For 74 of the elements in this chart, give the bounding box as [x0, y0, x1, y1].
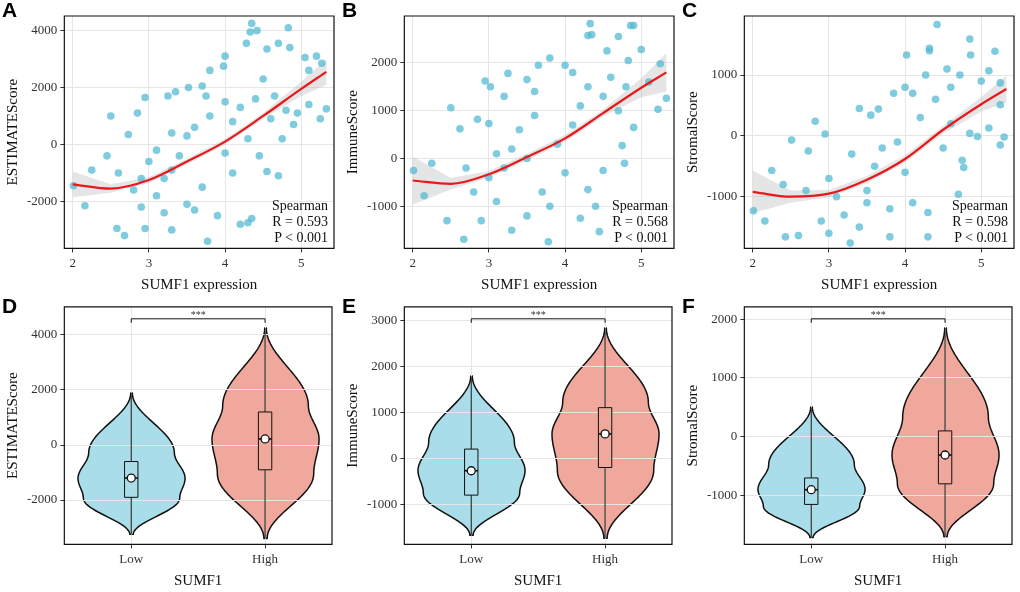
- x-tick-label: 5: [297, 254, 305, 270]
- y-tick-label: 2000: [31, 78, 58, 94]
- chart-title: E: [342, 294, 357, 318]
- y-axis-title: ESTIMATEScore: [3, 371, 20, 479]
- y-tick-label: 0: [390, 149, 398, 165]
- x-axis-title: SUMF1: [173, 571, 223, 588]
- annotation: Spearman: [952, 198, 1008, 214]
- y-tick-label: -2000: [26, 192, 58, 208]
- x-tick-label: Low: [459, 550, 484, 566]
- x-tick-label: 2: [409, 254, 416, 270]
- y-axis-title: StromalScore: [683, 384, 700, 467]
- x-axis-title: SUMF1 expression: [141, 275, 258, 292]
- x-tick-label: 2: [749, 254, 756, 270]
- annotation: P < 0.001: [954, 230, 1008, 246]
- x-axis-title: SUMF1: [513, 571, 563, 588]
- x-tick-label: 5: [637, 254, 645, 270]
- y-tick-label: 1000: [371, 403, 398, 419]
- y-tick-label: 0: [50, 135, 58, 151]
- x-tick-label: 4: [901, 254, 909, 270]
- chart-title: A: [2, 0, 18, 22]
- x-axis-title: SUMF1 expression: [821, 275, 938, 292]
- x-tick-label: High: [932, 550, 959, 566]
- y-tick-label: 1000: [711, 369, 738, 385]
- x-tick-label: Low: [119, 550, 144, 566]
- chart-title: D: [2, 294, 18, 318]
- y-tick-label: 2000: [371, 54, 398, 70]
- x-tick-label: 4: [221, 254, 229, 270]
- chart-title: B: [342, 0, 358, 22]
- chart-title: F: [682, 294, 695, 318]
- x-tick-label: 3: [485, 254, 493, 270]
- x-tick-label: 4: [561, 254, 569, 270]
- y-tick-label: 4000: [31, 21, 58, 37]
- x-tick-label: Low: [799, 550, 824, 566]
- y-axis-title: ImmuneScore: [343, 383, 360, 468]
- x-axis-title: SUMF1 expression: [481, 275, 598, 292]
- chart-title: C: [682, 0, 698, 22]
- annotation: ***: [190, 309, 206, 321]
- annotation: P < 0.001: [274, 230, 328, 246]
- y-tick-label: -2000: [26, 491, 58, 507]
- x-tick-label: 5: [977, 254, 985, 270]
- y-tick-label: 2000: [371, 357, 398, 373]
- y-axis-title: ImmuneScore: [343, 89, 360, 175]
- y-tick-label: 4000: [31, 326, 58, 342]
- line-series: [411, 71, 668, 185]
- annotation: R = 0.568: [612, 214, 668, 230]
- x-tick-label: 3: [145, 254, 153, 270]
- annotation: R = 0.598: [952, 214, 1008, 230]
- x-axis-title: SUMF1: [853, 571, 903, 588]
- y-axis-title: ESTIMATEScore: [3, 78, 20, 186]
- annotation: R = 0.593: [272, 214, 328, 230]
- y-tick-label: 0: [50, 436, 58, 452]
- y-tick-label: 0: [390, 449, 398, 465]
- x-tick-label: 2: [69, 254, 76, 270]
- annotation: ***: [870, 309, 886, 321]
- annotation: Spearman: [272, 198, 328, 214]
- x-tick-label: High: [592, 550, 619, 566]
- y-tick-label: -1000: [706, 487, 738, 503]
- y-tick-label: 2000: [31, 381, 58, 397]
- y-tick-label: -1000: [706, 188, 738, 204]
- y-tick-label: 2000: [711, 310, 738, 326]
- y-tick-label: -1000: [366, 495, 398, 511]
- y-tick-label: 1000: [711, 66, 738, 82]
- y-tick-label: -1000: [366, 197, 398, 213]
- x-tick-label: High: [252, 550, 279, 566]
- line-series: [751, 87, 1008, 198]
- y-axis-title: StromalScore: [683, 91, 700, 174]
- y-tick-label: 1000: [371, 102, 398, 118]
- annotation: P < 0.001: [614, 230, 668, 246]
- annotation: ***: [530, 309, 546, 321]
- y-tick-label: 0: [730, 428, 738, 444]
- x-tick-label: 3: [825, 254, 833, 270]
- y-tick-label: 0: [730, 127, 738, 143]
- y-tick-label: 3000: [371, 311, 398, 327]
- annotation: Spearman: [612, 198, 668, 214]
